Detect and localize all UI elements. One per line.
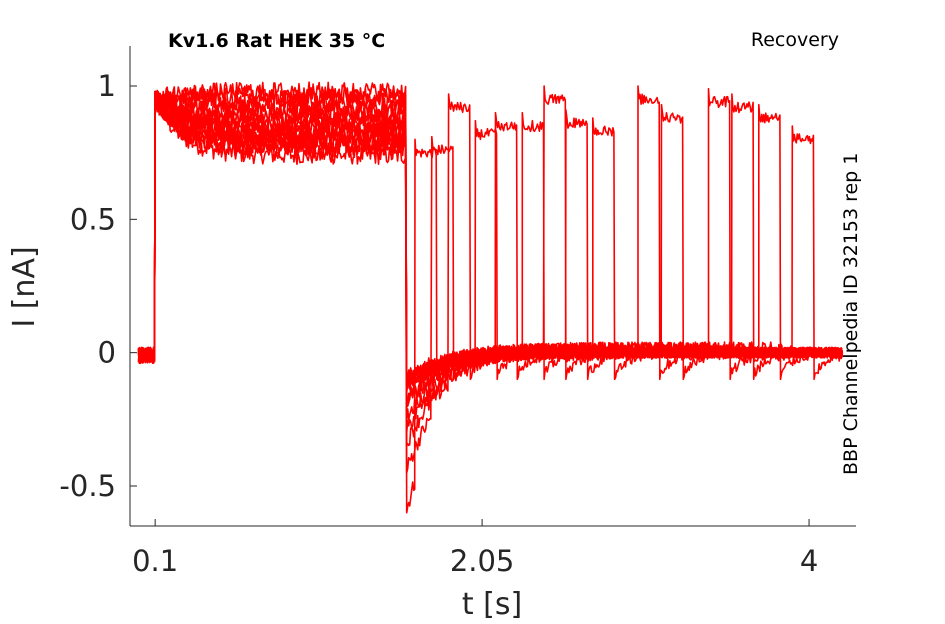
x-tick-label: 2.05 — [450, 544, 515, 578]
x-tick-label: 4 — [800, 544, 818, 578]
ticks: 0.1 2.05 4 -0.5 0 0.5 1 — [59, 69, 818, 578]
sweep-trace-15 — [137, 90, 844, 381]
y-tick-label: -0.5 — [59, 469, 116, 503]
y-axis-label: I [nA] — [7, 246, 42, 327]
y-tick-label: 1 — [98, 69, 116, 103]
side-label: BBP Channelpedia ID 32153 rep 1 — [840, 153, 862, 475]
x-axis-label: t [s] — [462, 587, 522, 622]
protocol-label: Recovery — [751, 29, 839, 51]
sweep-trace-13 — [137, 90, 843, 387]
x-tick-label: 0.1 — [132, 544, 178, 578]
chart-title: Kv1.6 Rat HEK 35 °C — [168, 30, 385, 52]
y-tick-label: 0 — [98, 336, 116, 370]
y-tick-label: 0.5 — [70, 202, 116, 236]
traces — [137, 81, 844, 514]
